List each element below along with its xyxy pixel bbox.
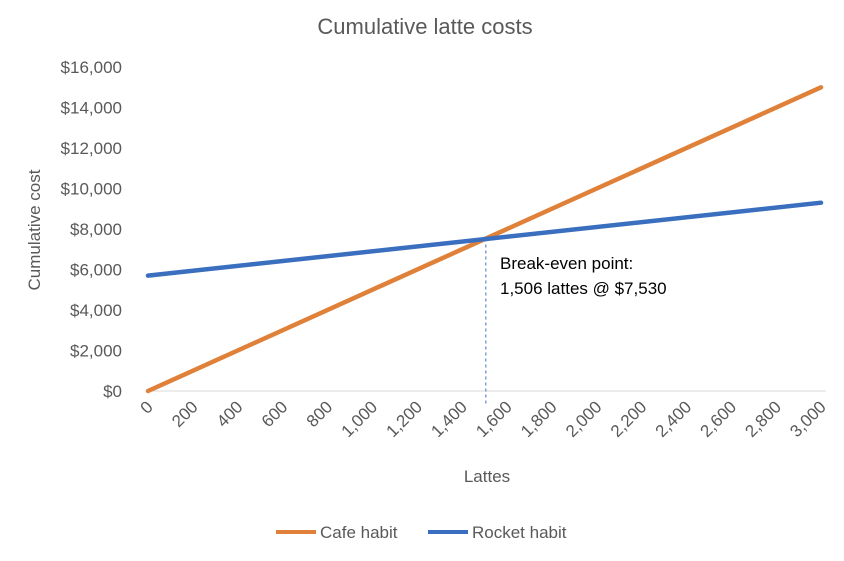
- y-tick-label: $10,000: [61, 180, 122, 199]
- y-tick-label: $2,000: [70, 342, 122, 361]
- y-tick-label: $0: [103, 382, 122, 401]
- x-tick-label: 2,200: [607, 397, 651, 441]
- y-tick-label: $12,000: [61, 139, 122, 158]
- x-tick-label: 800: [303, 397, 336, 430]
- x-tick-label: 1,000: [338, 397, 382, 441]
- y-tick-label: $16,000: [61, 58, 122, 77]
- x-tick-label: 200: [168, 397, 201, 430]
- x-tick-label: 3,000: [786, 397, 830, 441]
- series-line-rocket-habit: [145, 200, 824, 278]
- legend: Cafe habit Rocket habit: [276, 523, 567, 542]
- y-tick-label: $6,000: [70, 261, 122, 280]
- y-axis-ticks: $0 $2,000 $4,000 $6,000 $8,000 $10,000 $12,000…: [61, 58, 122, 401]
- y-tick-label: $4,000: [70, 301, 122, 320]
- x-tick-label: 600: [258, 397, 291, 430]
- series-lines: [145, 85, 824, 394]
- legend-label-cafe-habit: Cafe habit: [320, 523, 398, 542]
- x-tick-label: 2,400: [652, 397, 696, 441]
- x-tick-label: 1,400: [427, 397, 471, 441]
- x-tick-label: 1,800: [517, 397, 561, 441]
- x-tick-label: 2,800: [741, 397, 785, 441]
- legend-label-rocket-habit: Rocket habit: [472, 523, 567, 542]
- break-even-label-line-2: 1,506 lattes @ $7,530: [500, 279, 667, 298]
- y-axis-label: Cumulative cost: [25, 169, 44, 290]
- y-tick-label: $8,000: [70, 220, 122, 239]
- x-tick-label: 2,000: [562, 397, 606, 441]
- break-even-label-line-1: Break-even point:: [500, 254, 633, 273]
- x-tick-label: 400: [213, 397, 246, 430]
- x-axis-label: Lattes: [464, 467, 510, 486]
- x-tick-label: 1,200: [383, 397, 427, 441]
- x-tick-label: 1,600: [472, 397, 516, 441]
- y-tick-label: $14,000: [61, 99, 122, 118]
- x-axis-ticks: 0 200 400 600 800 1,000 1,200 1,400 1,600 1,800 2,…: [137, 397, 830, 441]
- chart-title: Cumulative latte costs: [317, 14, 532, 39]
- x-tick-label: 2,600: [697, 397, 741, 441]
- x-tick-label: 0: [137, 397, 157, 417]
